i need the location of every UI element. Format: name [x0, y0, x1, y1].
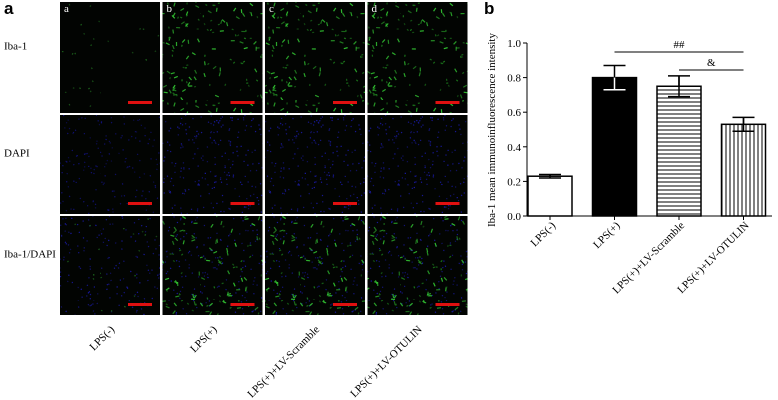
row-label: Iba-1/DAPI	[4, 249, 56, 261]
micrograph	[265, 216, 365, 315]
row-label: Iba-1	[4, 41, 27, 53]
y-axis-label: Iba-1 mean immunoinfluorescence intensit…	[486, 33, 498, 227]
micrograph	[60, 216, 160, 315]
group-label: LPS(+)+LV-OTULIN	[348, 324, 424, 400]
micrograph	[367, 115, 468, 214]
scale-bar	[230, 202, 255, 205]
scale-bar	[230, 101, 255, 104]
y-tick-label: 0.2	[507, 176, 521, 188]
y-tick-label: 0.6	[507, 107, 521, 119]
scale-bar	[435, 303, 460, 306]
y-tick-label: 1.0	[507, 38, 521, 50]
bar	[591, 76, 638, 217]
scale-bar	[230, 303, 255, 306]
scale-bar	[333, 303, 357, 306]
micrograph	[162, 216, 263, 315]
scale-bar	[128, 202, 152, 205]
column-letter: a	[64, 3, 69, 15]
scale-bar	[435, 101, 460, 104]
micrograph	[265, 2, 365, 113]
scale-bar	[333, 202, 357, 205]
x-tick-label: LPS(+)+LV-Scramble	[610, 220, 687, 297]
x-tick-label: LPS(+)+LV-OTULIN	[675, 220, 751, 296]
scale-bar	[435, 202, 460, 205]
group-label: LPS(+)	[188, 323, 220, 355]
panel-label: a	[4, 0, 14, 18]
bar	[720, 123, 767, 217]
micrograph	[367, 2, 468, 113]
scale-bar	[128, 303, 152, 306]
scale-bar	[128, 101, 152, 104]
significance-label: ##	[674, 39, 686, 51]
micrograph	[162, 115, 263, 214]
micrograph	[60, 115, 160, 214]
significance-label: &	[707, 57, 716, 69]
column-letter: d	[372, 3, 378, 15]
micrograph	[60, 2, 160, 113]
y-tick-label: 0.8	[507, 73, 521, 85]
micrograph	[162, 2, 263, 113]
scale-bar	[333, 101, 357, 104]
x-tick-label: LPS(+)	[591, 219, 623, 251]
bar	[656, 85, 702, 217]
panel-label: b	[484, 0, 494, 18]
group-label: LPS(+)+LV-Scramble	[245, 324, 322, 400]
micrograph	[265, 115, 365, 214]
x-tick-label: LPS(-)	[528, 219, 558, 249]
column-letter: c	[269, 3, 274, 15]
y-tick-label: 0.4	[507, 142, 521, 154]
column-letter: b	[167, 3, 173, 15]
row-label: DAPI	[4, 148, 30, 160]
bar	[527, 175, 573, 217]
micrograph	[367, 216, 468, 315]
group-label: LPS(-)	[87, 323, 117, 353]
y-tick-label: 0.0	[507, 211, 521, 223]
